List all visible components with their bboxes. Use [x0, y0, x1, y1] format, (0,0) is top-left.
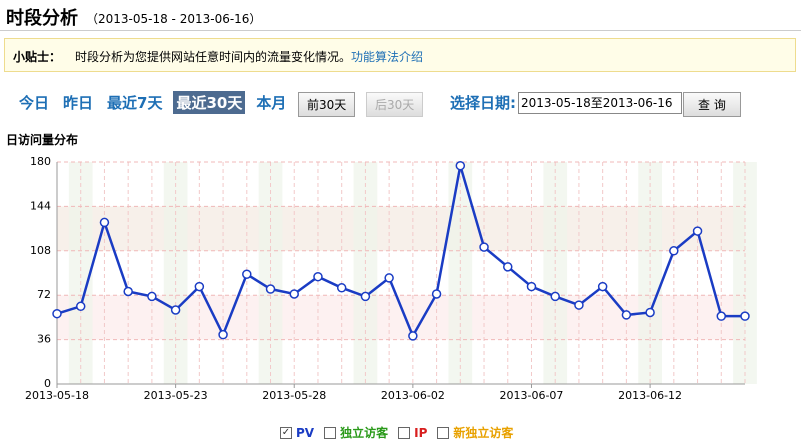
point [597, 281, 608, 292]
checkbox[interactable] [398, 426, 411, 439]
point [408, 331, 418, 341]
legend-label: 独立访客 [340, 426, 389, 440]
legend-item[interactable]: 独立访客 [324, 424, 388, 441]
point [716, 311, 727, 321]
point [550, 291, 560, 302]
v-band [543, 162, 568, 384]
point [170, 305, 181, 315]
tip-link[interactable]: 功能算法介绍 [351, 50, 424, 64]
tip-text: 时段分析为您提供网站任意时间内的流量变化情况。 [75, 50, 352, 64]
x-tick-label: 2013-05-18 [25, 389, 89, 402]
v-band [258, 162, 283, 384]
y-tick-label: 0 [44, 377, 51, 390]
quick-link[interactable]: 最近30天 [173, 91, 246, 114]
x-tick-label: 2013-06-12 [618, 389, 682, 402]
v-band [163, 162, 188, 384]
point [289, 289, 299, 299]
legend-item[interactable]: 新独立访客 [437, 424, 513, 441]
query-button[interactable]: 查 询 [683, 92, 741, 117]
v-band [638, 162, 662, 384]
x-tick-label: 2013-05-28 [262, 389, 326, 402]
point [621, 310, 632, 320]
point [740, 311, 750, 321]
point [75, 301, 86, 312]
prev-button[interactable]: 前30天 [298, 92, 356, 117]
point [574, 300, 584, 310]
point [123, 286, 133, 297]
v-band [68, 162, 93, 384]
chart: 0 36 72 108 144 180 2013-05-18 2013-05-23 2013-0… [25, 155, 757, 402]
date-label: 选择日期: [450, 94, 516, 112]
legend-label: IP [414, 425, 428, 440]
point [336, 283, 347, 293]
point [52, 308, 62, 319]
quick-links: 今日 昨日 最近7天 最近30天 本月 [16, 91, 289, 114]
x-tick-label: 2013-06-07 [500, 389, 564, 402]
quick-link[interactable]: 昨日 [63, 94, 94, 112]
point [265, 284, 276, 294]
v-band [733, 162, 757, 384]
point [669, 246, 679, 256]
x-tick-label: 2013-06-02 [381, 389, 445, 402]
y-tick-label: 72 [37, 288, 51, 301]
legend-item[interactable]: IP [398, 424, 427, 441]
point [384, 273, 394, 283]
legend-item[interactable]: ✓ PV [280, 424, 314, 441]
point [526, 281, 537, 292]
point [360, 291, 371, 302]
point [194, 281, 205, 292]
y-tick-label: 144 [30, 199, 51, 212]
next-button: 后30天 [366, 92, 424, 117]
point [645, 307, 655, 318]
chart-title: 日访问量分布 [6, 133, 79, 147]
quick-link[interactable]: 最近7天 [107, 94, 163, 112]
checkbox[interactable]: ✓ [280, 426, 292, 439]
point [242, 269, 252, 279]
x-tick-label: 2013-05-23 [144, 389, 208, 402]
y-tick-label: 36 [37, 333, 51, 346]
point [503, 262, 513, 272]
point [455, 160, 466, 171]
v-band [448, 162, 473, 384]
page-title: 时段分析 [6, 8, 78, 29]
checkbox[interactable] [324, 426, 337, 439]
tip-label: 小贴士： [13, 50, 62, 64]
y-tick-label: 180 [30, 155, 51, 168]
checkbox[interactable] [437, 426, 450, 439]
date-input[interactable]: 2013-05-18至2013-06-16 [518, 92, 682, 114]
legend-label: 新独立访客 [453, 426, 514, 440]
divider [0, 30, 801, 31]
quick-link[interactable]: 今日 [19, 94, 50, 112]
date-range: （2013-05-18 - 2013-06-16） [86, 12, 262, 26]
point [479, 242, 489, 252]
v-band [353, 162, 378, 384]
quick-link[interactable]: 本月 [256, 94, 287, 112]
legend-label: PV [296, 425, 315, 440]
y-tick-label: 108 [30, 244, 51, 257]
point [147, 291, 157, 302]
point [692, 226, 703, 236]
point [99, 217, 110, 228]
point [313, 271, 323, 282]
legend: ✓ PV 独立访客 IP 新独立访客 [280, 424, 513, 441]
tip-box: 小贴士： 时段分析为您提供网站任意时间内的流量变化情况。 功能算法介绍 [4, 38, 796, 72]
point [431, 289, 442, 299]
point [218, 329, 228, 340]
